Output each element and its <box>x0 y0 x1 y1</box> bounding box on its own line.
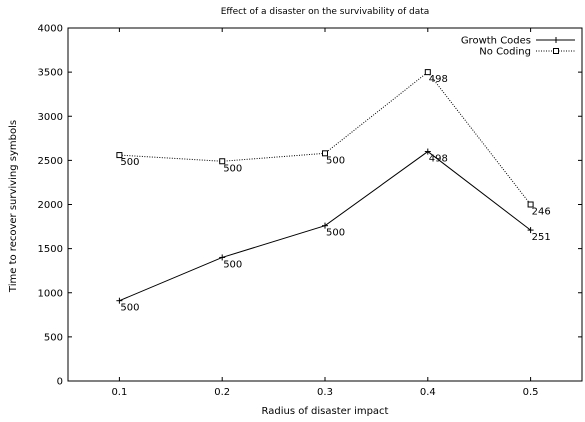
series-layer: 500 500 500 498 251 500 500 500 498 246 <box>116 69 551 314</box>
plot-border <box>67 27 583 382</box>
series-growth-codes: 500 500 500 498 251 <box>116 148 551 314</box>
data-label: 500 <box>326 155 345 166</box>
plot-frame <box>67 27 583 382</box>
data-point-marker <box>322 150 328 157</box>
data-label: 498 <box>429 74 448 85</box>
data-label: 500 <box>120 303 139 314</box>
y-tick-label: 0 <box>57 377 63 388</box>
data-point-marker <box>424 148 431 155</box>
data-point-marker <box>322 222 328 229</box>
y-axis-label: Time to recover surviving symbols <box>8 120 19 293</box>
data-label: 498 <box>429 154 448 165</box>
y-tick-label: 2000 <box>38 200 63 211</box>
y-axis: 0 500 1000 1500 2000 2500 3000 3500 4000 <box>38 24 582 388</box>
data-point-marker <box>553 37 559 43</box>
x-tick-label: 0.5 <box>523 387 539 398</box>
data-label: 500 <box>223 259 242 270</box>
y-tick-label: 3500 <box>38 68 63 79</box>
data-label: 500 <box>223 163 242 174</box>
data-point-marker <box>527 227 534 234</box>
y-tick-label: 500 <box>44 332 63 343</box>
y-tick-label: 1500 <box>38 244 63 255</box>
data-point-marker <box>553 48 559 54</box>
x-axis-label: Radius of disaster impact <box>262 406 389 417</box>
data-point-marker <box>219 158 226 165</box>
x-tick-label: 0.3 <box>317 387 333 398</box>
data-point-marker <box>219 254 226 261</box>
data-point-marker <box>116 297 123 304</box>
data-label: 251 <box>532 232 551 243</box>
data-label: 500 <box>326 228 345 239</box>
y-tick-label: 1000 <box>38 288 63 299</box>
y-tick-label: 2500 <box>38 156 63 167</box>
y-tick-label: 4000 <box>38 24 63 35</box>
chart-title: Effect of a disaster on the survivabilit… <box>221 7 430 17</box>
x-tick-label: 0.4 <box>420 387 436 398</box>
data-label: 246 <box>532 207 551 218</box>
x-axis: 0.1 0.2 0.3 0.4 0.5 <box>111 28 539 398</box>
series-no-coding: 500 500 500 498 246 <box>116 69 551 218</box>
data-label: 500 <box>120 157 139 168</box>
data-point-marker <box>527 201 534 208</box>
y-tick-label: 3000 <box>38 112 63 123</box>
legend-label: Growth Codes <box>461 36 531 47</box>
data-point-marker <box>424 69 431 76</box>
series-line <box>119 71 531 205</box>
legend-label: No Coding <box>479 47 531 58</box>
x-tick-label: 0.2 <box>214 387 230 398</box>
data-point-marker <box>116 152 123 159</box>
x-tick-label: 0.1 <box>111 387 127 398</box>
